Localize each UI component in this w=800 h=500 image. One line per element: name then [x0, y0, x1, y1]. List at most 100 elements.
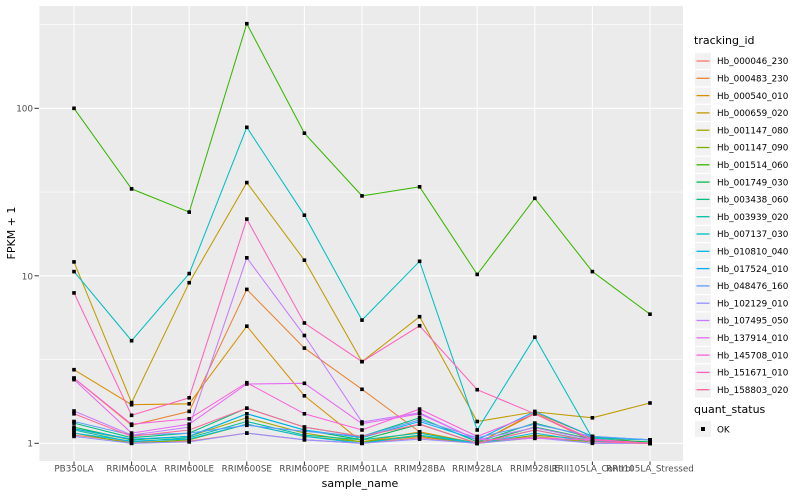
legend-item-label: Hb_107495_050 [717, 317, 789, 327]
plot-generated-content: PB350LA RRIM600LA RRIM600LE RRIM600SE RRIM60… [34, 6, 789, 475]
data-point [187, 409, 191, 414]
data-point [533, 428, 537, 432]
data-point [417, 314, 422, 319]
y-tick-label-1: 1 [27, 439, 33, 449]
legend-item-label: Hb_003939_020 [717, 213, 789, 223]
data-point [360, 318, 364, 322]
data-point [245, 21, 249, 26]
data-point [72, 434, 76, 439]
data-point [302, 213, 307, 217]
data-point [187, 422, 191, 426]
data-point [302, 425, 307, 429]
data-point [129, 402, 134, 407]
data-point [129, 338, 134, 343]
data-point [245, 217, 249, 221]
x-tick-label: RRIM928BA [394, 465, 445, 475]
x-tick-label: RRIM928LA [452, 465, 502, 475]
x-tick-label: RRIM901LA [337, 465, 387, 475]
data-point [360, 359, 364, 364]
data-point [417, 185, 422, 189]
quant-status-key-point [701, 427, 705, 431]
legend-item-label: Hb_000659_020 [717, 109, 789, 119]
data-point [72, 431, 76, 435]
data-point [245, 324, 249, 328]
data-point [245, 287, 249, 292]
data-point [417, 418, 422, 422]
data-point [302, 434, 307, 439]
data-point [302, 333, 307, 338]
data-point [648, 438, 652, 442]
data-point [187, 271, 191, 276]
data-point [590, 434, 595, 439]
data-point [187, 431, 191, 435]
data-point [187, 440, 191, 444]
data-point [245, 419, 249, 424]
data-point [302, 438, 307, 442]
data-point [302, 429, 307, 434]
data-point [533, 436, 537, 441]
data-point [475, 387, 479, 392]
data-point [475, 434, 479, 439]
data-point [129, 437, 134, 441]
data-point [533, 431, 537, 435]
data-point [590, 440, 595, 444]
data-point [648, 401, 652, 405]
legend-item-label: Hb_137914_010 [717, 334, 789, 344]
x-axis-title: sample_name [322, 477, 399, 490]
data-point [417, 324, 422, 328]
data-point [590, 416, 595, 420]
y-tick-label-100: 100 [16, 104, 33, 114]
data-point [72, 291, 76, 295]
data-point [360, 428, 364, 432]
data-point [417, 422, 422, 426]
data-point [129, 413, 134, 418]
y-tick-label-10: 10 [22, 272, 34, 282]
legend-item-label: Hb_010810_040 [717, 248, 789, 258]
legend-item-label: Hb_000483_230 [717, 75, 789, 85]
legend-item-label: Hb_007137_030 [717, 230, 789, 240]
data-point [72, 427, 76, 431]
data-point [417, 259, 422, 264]
data-point [533, 335, 537, 339]
data-point [360, 441, 364, 446]
data-point [129, 422, 134, 426]
data-point [187, 396, 191, 400]
data-point [245, 125, 249, 130]
data-point [302, 258, 307, 262]
legend-item-label: Hb_102129_010 [717, 299, 789, 309]
data-point [129, 439, 134, 443]
legend-title-quant-status: quant_status [694, 403, 766, 416]
data-point [187, 434, 191, 439]
data-point [245, 256, 249, 260]
legend-item-label: Hb_151671_010 [717, 369, 789, 379]
data-point [590, 269, 595, 274]
data-point [475, 272, 479, 277]
data-point [533, 412, 537, 416]
x-tick-label: RRII105LA_Stressed [606, 465, 694, 475]
data-point [302, 321, 307, 325]
data-point [475, 441, 479, 446]
data-point [129, 441, 134, 446]
data-point [648, 312, 652, 316]
data-point [72, 269, 76, 274]
data-point [72, 260, 76, 264]
legend-item-label: Hb_000046_230 [717, 57, 789, 67]
legend-item-label: Hb_158803_020 [717, 386, 789, 396]
data-point [417, 437, 422, 441]
data-point [72, 412, 76, 416]
data-point [129, 187, 134, 191]
legend-item-label: Hb_017524_010 [717, 265, 789, 275]
data-point [245, 423, 249, 428]
data-point [187, 280, 191, 285]
data-point [245, 412, 249, 416]
data-point [533, 409, 537, 414]
data-point [475, 419, 479, 424]
data-point [72, 419, 76, 424]
data-point [245, 416, 249, 420]
data-point [245, 431, 249, 435]
legend-item-label: Hb_001514_060 [717, 161, 789, 171]
data-point [72, 106, 76, 111]
data-point [245, 406, 249, 410]
